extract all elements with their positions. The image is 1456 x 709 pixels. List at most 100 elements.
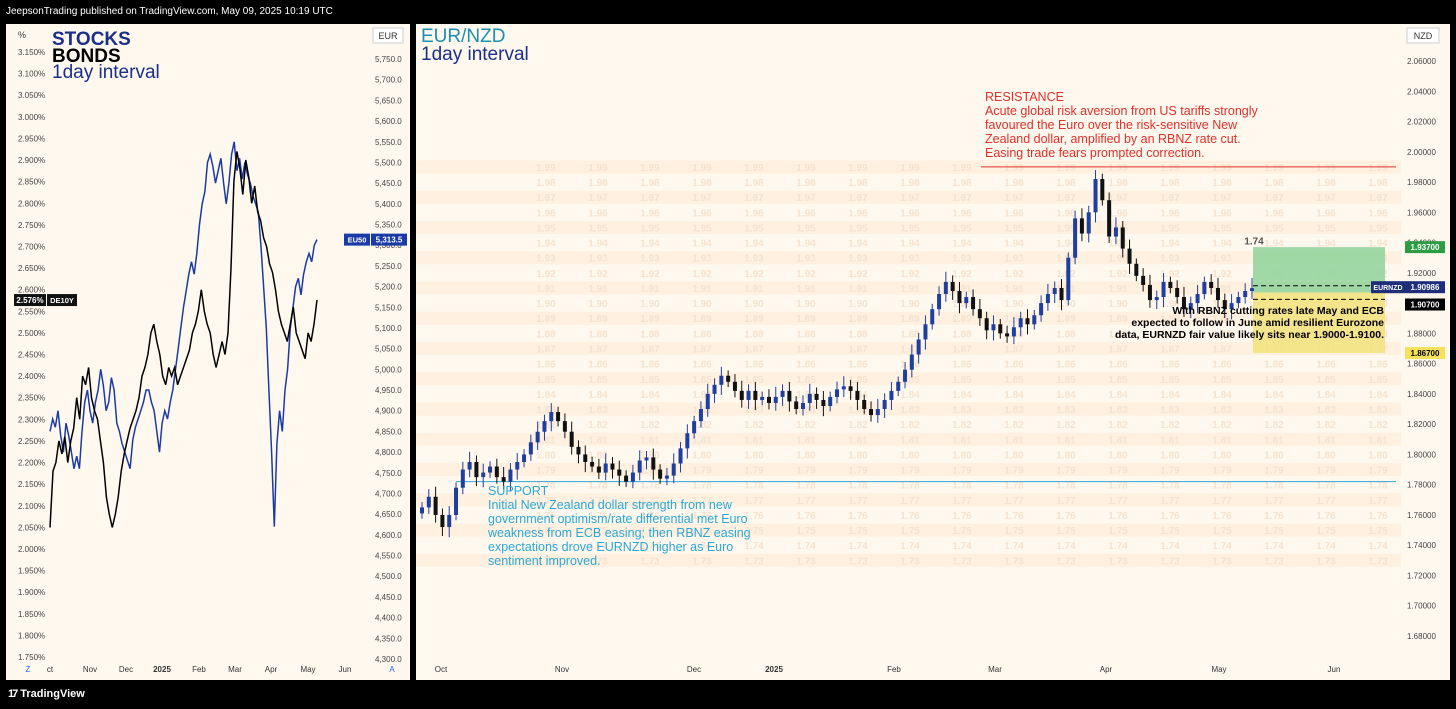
grid-value-label: 1.78 (1316, 481, 1336, 492)
grid-value-row: 1.82 1.82 1.82 1.82 1.82 1.82 1.82 1.82 1.82 1.82… (536, 420, 1388, 431)
grid-value-label: 1.95 (588, 223, 608, 234)
grid-value-label: 1.78 (744, 481, 764, 492)
grid-value-label: 1.98 (848, 178, 868, 189)
grid-value-label: 1.97 (848, 193, 868, 204)
grid-value-label: 1.94 (1316, 239, 1336, 250)
grid-value-label: 1.87 (588, 345, 608, 356)
grid-value-label: 1.84 (1368, 390, 1388, 401)
grid-value-label: 1.90 (796, 299, 816, 310)
grid-value-label: 1.74 (848, 541, 868, 552)
grid-value-label: 1.95 (1004, 223, 1024, 234)
grid-value-label: 1.91 (744, 284, 764, 295)
grid-value-label: 1.91 (1212, 284, 1232, 295)
grid-value-label: 1.78 (536, 481, 556, 492)
grid-value-label: 1.73 (1160, 556, 1180, 567)
target-badge (1405, 241, 1445, 254)
grid-value-label: 1.87 (1004, 345, 1024, 356)
grid-value-label: 1.87 (952, 345, 972, 356)
candle-body (508, 469, 513, 482)
right-y-tick: 5,600.0 (375, 117, 402, 126)
grid-value-label: 1.77 (1316, 496, 1336, 507)
candle-body (835, 389, 839, 397)
grid-value-label: 1.98 (1108, 178, 1128, 189)
grid-value-label: 1.76 (1004, 511, 1024, 522)
grid-value-label: 1.98 (1056, 178, 1076, 189)
grid-value-label: 1.90 (692, 299, 712, 310)
de10y-value: 2.576% (16, 296, 43, 305)
grid-value-label: 1.98 (1004, 178, 1024, 189)
grid-value-label: 1.90 (1212, 299, 1232, 310)
grid-value-label: 1.89 (848, 314, 868, 325)
candle-body (746, 390, 751, 400)
grid-value-label: 1.96 (900, 208, 920, 219)
publish-bar: JeepsonTrading published on TradingView.… (0, 0, 1456, 24)
grid-value-label: 1.76 (744, 511, 764, 522)
candle-body (739, 390, 744, 400)
tradingview-logo[interactable]: 17 TradingView (8, 688, 85, 700)
grid-value-label: 1.98 (692, 178, 712, 189)
grid-value-label: 1.83 (900, 405, 920, 416)
grid-value-label: 1.99 (640, 163, 660, 174)
de10y-value-badge (14, 294, 46, 307)
grid-value-label: 1.92 (952, 269, 972, 280)
grid-value-label: 1.88 (588, 329, 608, 340)
candle-body (1188, 303, 1193, 310)
grid-value-label: 1.97 (536, 193, 556, 204)
grid-value-label: 1.80 (1056, 450, 1076, 461)
grid-value-label: 1.93 (900, 254, 920, 265)
grid-value-label: 1.96 (640, 208, 660, 219)
candle-body (841, 386, 846, 390)
grid-value-label: 1.90 (1004, 299, 1024, 310)
left-y-tick: 3.000% (18, 113, 45, 122)
grid-value-row: 1.73 1.73 1.73 1.73 1.73 1.73 1.73 1.73 1.73 1.73… (536, 556, 1388, 567)
grid-value-label: 1.92 (900, 269, 920, 280)
grid-value-label: 1.76 (1056, 511, 1076, 522)
grid-value-label: 1.86 (640, 360, 660, 371)
pair-interval: 1day interval (421, 44, 529, 65)
x-tick: ct (47, 665, 54, 674)
left-chart[interactable]: % EUR 3.150% 3.100% 3.050% 3.000% 2.950% 2.900%… (6, 24, 410, 680)
grid-value-label: 1.91 (1056, 284, 1076, 295)
grid-value-row: 1.94 1.94 1.94 1.94 1.94 1.94 1.94 1.94 1.94 1.94… (536, 239, 1388, 250)
right-y-tick: 4,950.0 (375, 386, 402, 395)
grid-value-label: 1.83 (640, 405, 660, 416)
grid-value-label: 1.80 (692, 450, 712, 461)
grid-value-label: 1.78 (692, 481, 712, 492)
candle-body (1229, 303, 1234, 310)
grid-value-label: 1.82 (1316, 420, 1336, 431)
grid-value-label: 1.76 (952, 511, 972, 522)
grid-value-label: 1.98 (1264, 178, 1284, 189)
grid-value-label: 1.91 (1108, 284, 1128, 295)
left-y-tick: 2.900% (18, 156, 45, 165)
candle-body (494, 466, 499, 478)
grid-value-label: 1.97 (1316, 193, 1336, 204)
axis-mode-button: Z (26, 665, 31, 674)
grid-value-label: 1.80 (1212, 450, 1232, 461)
grid-value-label: 1.81 (536, 435, 556, 446)
grid-value-label: 1.73 (640, 556, 660, 567)
candle-body (549, 412, 554, 422)
grid-band (416, 281, 1401, 295)
y-tick: 2.00000 (1407, 148, 1436, 157)
eurnzd-chart[interactable]: 1.99 1.99 1.99 1.99 1.99 1.99 1.99 1.99 1.99 1.99… (416, 24, 1450, 680)
grid-value-label: 1.74 (900, 541, 920, 552)
y-tick: 1.70000 (1407, 602, 1436, 611)
grid-value-label: 1.74 (692, 541, 712, 552)
grid-value-label: 1.85 (1160, 375, 1180, 386)
grid-value-label: 1.73 (796, 556, 816, 567)
grid-value-label: 1.92 (1160, 269, 1180, 280)
candle-body (1066, 257, 1071, 301)
grid-value-row: 1.85 1.85 1.85 1.85 1.85 1.85 1.85 1.85 1.85 1.85… (536, 375, 1388, 386)
grid-value-label: 1.78 (1004, 481, 1024, 492)
grid-value-label: 1.76 (900, 511, 920, 522)
candle-body (1018, 318, 1023, 328)
left-chart-panel[interactable]: % EUR 3.150% 3.100% 3.050% 3.000% 2.950% 2.900%… (6, 24, 410, 680)
grid-value-label: 1.89 (1108, 314, 1128, 325)
eu50-value: 5,313.5 (376, 236, 403, 245)
right-chart-panel[interactable]: 1.99 1.99 1.99 1.99 1.99 1.99 1.99 1.99 1.99 1.99… (416, 24, 1450, 680)
grid-value-label: 1.94 (1160, 239, 1180, 250)
grid-value-label: 1.74 (1264, 541, 1284, 552)
candle-body (1147, 284, 1152, 301)
candle-body (719, 375, 724, 385)
candle-body (1141, 275, 1146, 285)
